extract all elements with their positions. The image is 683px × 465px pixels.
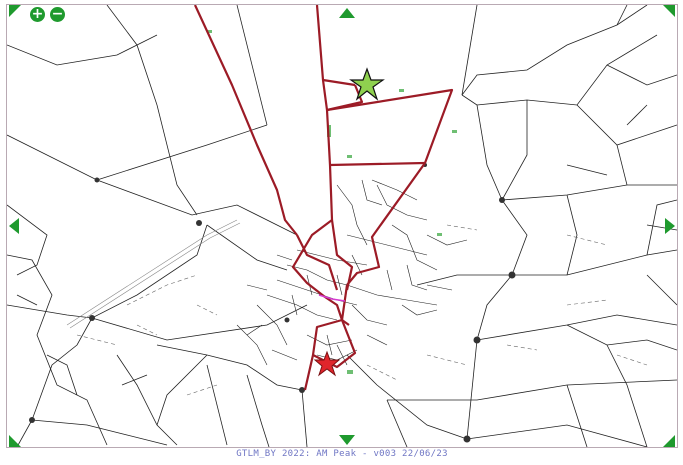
network-nodes <box>29 163 516 443</box>
road-network-map[interactable] <box>7 5 677 447</box>
pan-up-right-arrow-icon[interactable] <box>663 5 675 17</box>
pan-up-left-arrow-icon[interactable] <box>9 5 21 17</box>
railway-line <box>66 219 241 329</box>
minor-links <box>76 224 648 396</box>
map-viewport[interactable]: + − <box>6 4 678 448</box>
destination-star[interactable] <box>313 350 341 377</box>
pan-down-right-arrow-icon[interactable] <box>663 435 675 447</box>
map-caption: GTLM_BY 2022: AM Peak - v003 22/06/23 <box>236 449 448 459</box>
origin-star[interactable] <box>349 67 385 101</box>
pan-up-arrow-icon[interactable] <box>339 8 355 18</box>
pan-down-left-arrow-icon[interactable] <box>9 435 21 447</box>
pan-right-arrow-icon[interactable] <box>665 218 675 234</box>
pan-left-arrow-icon[interactable] <box>9 218 19 234</box>
urban-area-links <box>236 179 468 366</box>
route-highlight <box>318 294 346 302</box>
zoom-in-button[interactable]: + <box>30 6 45 22</box>
selected-route <box>194 5 454 391</box>
network-links <box>7 5 677 447</box>
zoom-out-button[interactable]: − <box>50 6 65 22</box>
pan-down-arrow-icon[interactable] <box>339 435 355 445</box>
